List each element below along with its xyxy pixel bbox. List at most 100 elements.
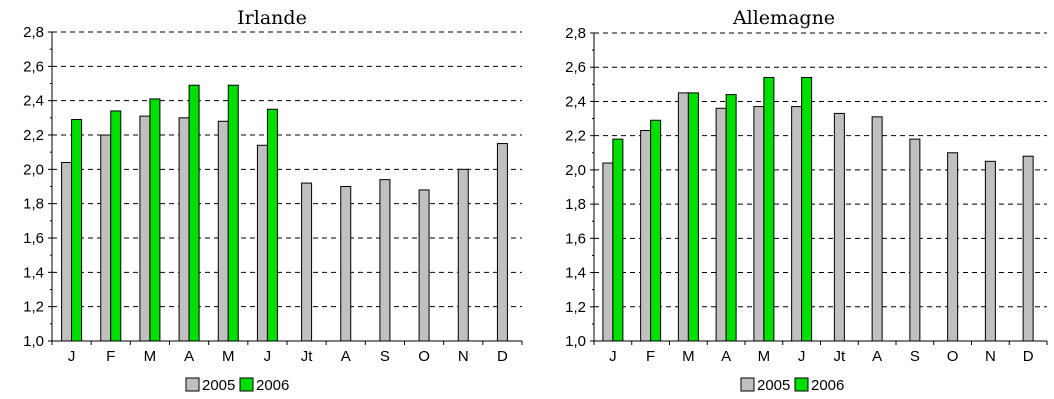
bar-2005-3 (178, 117, 190, 342)
chart-irlande: Irlande 1,0 1,2 1,4 1,6 1,8 2,0 2,2 2,4 2,6 2,8 J F M… (23, 7, 523, 394)
legend-label-2005: 2005 (757, 377, 790, 394)
bar-2005-0 (602, 162, 614, 342)
legend: 2005 2006 (185, 377, 289, 394)
x-tick-label: F (106, 348, 115, 365)
bar-2005-4 (217, 120, 229, 342)
legend-label-2006: 2006 (811, 377, 844, 394)
bar-2005-1 (640, 130, 652, 342)
bar-2006-0 (612, 138, 624, 342)
x-tick-label: M (682, 348, 695, 365)
y-tick-label: 1,6 (565, 230, 586, 247)
bar-2006-4 (763, 76, 775, 342)
gridlines (594, 32, 1047, 308)
x-tick-label: D (1023, 348, 1034, 365)
y-tick-label: 2,0 (23, 161, 44, 178)
bar-2006-5 (266, 108, 278, 342)
x-tick-label: Jt (834, 348, 847, 365)
legend-swatch-2006 (794, 377, 809, 392)
x-tick-label: Jt (301, 348, 314, 365)
bar-2005-10 (984, 160, 996, 342)
bar-2005-7 (340, 186, 352, 342)
legend-swatch-2005 (740, 377, 755, 392)
x-tick-label: J (798, 348, 806, 365)
gridlines (52, 31, 522, 308)
bar-2006-3 (725, 94, 737, 342)
bar-2006-3 (188, 84, 200, 342)
x-tick-label: S (910, 348, 920, 365)
axes: 1,0 1,2 1,4 1,6 1,8 2,0 2,2 2,4 2,6 2,8 J F M A M J Jt A S… (23, 24, 523, 365)
axes: 1,0 1,2 1,4 1,6 1,8 2,0 2,2 2,4 2,6 2,8 J F M A M J Jt A S… (565, 25, 1048, 365)
bar-2006-0 (71, 119, 83, 342)
legend: 2005 2006 (740, 377, 844, 394)
y-tick-label: 2,2 (565, 128, 586, 145)
bar-2005-9 (418, 189, 430, 342)
bar-2005-8 (379, 179, 391, 342)
x-tick-label: M (144, 348, 157, 365)
y-tick-label: 2,4 (23, 93, 44, 110)
x-tick-label: A (872, 348, 882, 365)
y-tick-label: 1,6 (23, 230, 44, 247)
bar-2005-6 (833, 112, 845, 342)
bar-2005-6 (301, 182, 313, 342)
bar-2005-4 (753, 106, 765, 342)
bar-2006-1 (650, 119, 662, 342)
x-tick-label: A (721, 348, 731, 365)
bar-2006-2 (149, 98, 161, 342)
legend-swatch-2006 (239, 377, 254, 392)
y-tick-label: 1,4 (565, 265, 586, 282)
bar-2005-0 (61, 161, 73, 342)
x-tick-label: J (264, 348, 272, 365)
chart-title: Irlande (237, 7, 307, 29)
bar-2005-8 (909, 138, 921, 342)
y-tick-label: 2,2 (23, 127, 44, 144)
chart-allemagne: Allemagne 1,0 1,2 1,4 1,6 1,8 2,0 2,2 2,4 2,6 2,8 J… (527, 0, 1054, 399)
bar-2005-9 (947, 152, 959, 342)
bar-2005-7 (871, 116, 883, 342)
y-tick-label: 1,8 (565, 196, 586, 213)
legend-label-2005: 2005 (202, 377, 235, 394)
bar-2005-11 (1022, 155, 1034, 342)
bar-2005-2 (139, 115, 151, 342)
y-tick-label: 2,0 (565, 162, 586, 179)
x-tick-label: O (947, 348, 959, 365)
y-tick-label: 2,8 (565, 25, 586, 42)
bar-2005-5 (791, 106, 803, 342)
legend-label-2006: 2006 (256, 377, 289, 394)
y-tick-label: 1,4 (23, 264, 44, 281)
x-tick-label: A (341, 348, 351, 365)
chart-irlande-svg: Irlande 1,0 1,2 1,4 1,6 1,8 2,0 2,2 2,4 2,6 2,8 J F M… (23, 7, 523, 394)
x-tick-label: S (380, 348, 390, 365)
x-tick-label: D (497, 348, 508, 365)
bar-2006-2 (687, 92, 699, 342)
bar-2005-2 (677, 92, 689, 342)
bar-2006-5 (801, 76, 813, 342)
x-tick-label: J (609, 348, 617, 365)
bar-2005-10 (457, 168, 469, 342)
bar-2005-3 (715, 107, 727, 342)
y-tick-label: 1,0 (23, 333, 44, 350)
bars (602, 76, 1034, 342)
y-tick-label: 2,6 (23, 58, 44, 75)
x-tick-label: A (184, 348, 194, 365)
chart-title: Allemagne (732, 7, 835, 29)
legend-swatch-2005 (185, 377, 200, 392)
x-tick-label: N (458, 348, 469, 365)
chart-allemagne-svg: Allemagne 1,0 1,2 1,4 1,6 1,8 2,0 2,2 2,4 2,6 2,8 J… (565, 7, 1048, 394)
y-tick-label: 1,0 (565, 333, 586, 350)
x-tick-label: M (222, 348, 235, 365)
x-tick-label: O (418, 348, 430, 365)
bar-2005-1 (100, 134, 112, 342)
y-tick-label: 2,8 (23, 24, 44, 41)
bar-2006-4 (227, 84, 239, 342)
x-tick-label: N (985, 348, 996, 365)
y-tick-label: 2,4 (565, 93, 586, 110)
bar-2005-11 (496, 143, 508, 342)
x-tick-label: F (646, 348, 655, 365)
y-tick-label: 1,2 (565, 299, 586, 316)
x-tick-label: M (758, 348, 771, 365)
bar-2006-1 (110, 110, 122, 342)
bar-2005-5 (256, 144, 268, 342)
x-tick-label: J (68, 348, 76, 365)
y-tick-label: 1,8 (23, 196, 44, 213)
y-tick-label: 2,6 (565, 59, 586, 76)
